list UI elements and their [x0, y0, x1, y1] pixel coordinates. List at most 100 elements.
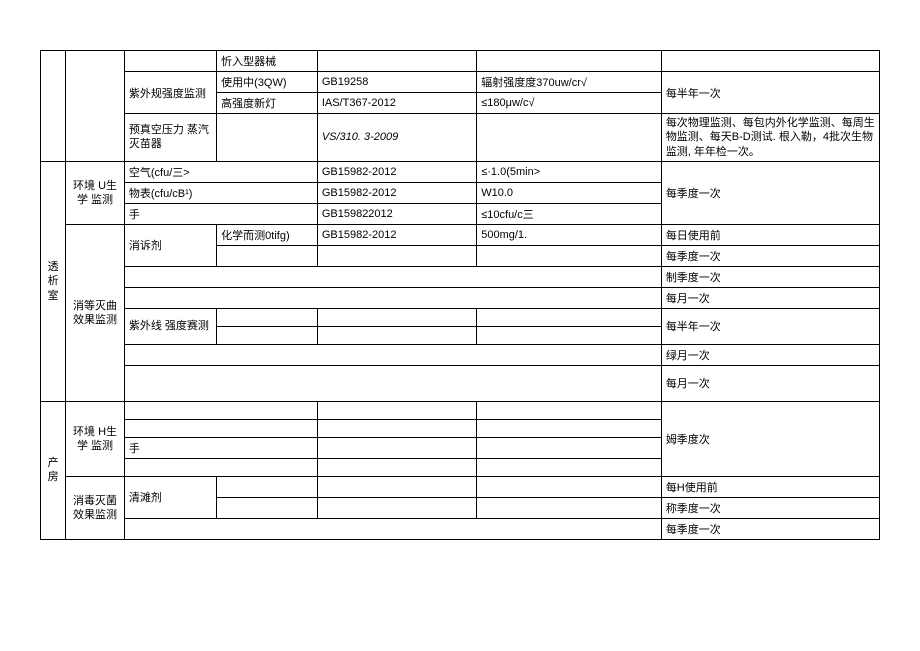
- cell: [124, 344, 661, 365]
- cell: [124, 401, 317, 419]
- cell: 称季度一次: [661, 497, 879, 518]
- cell: 忻入型器械: [217, 51, 318, 72]
- cell: [41, 51, 66, 162]
- cell: 消等灭曲 效果监测: [66, 224, 125, 401]
- cell: 预真空压力 蒸汽灭苗器: [124, 114, 216, 162]
- table-row: 预真空压力 蒸汽灭苗器 VS/310. 3-2009 每次物理监测、每包内外化学…: [41, 114, 880, 162]
- cell: [124, 287, 661, 308]
- cell: GB15982-2012: [317, 161, 476, 182]
- cell: 每日使用前: [661, 224, 879, 245]
- cell-section-dialysis: 透析室: [41, 161, 66, 401]
- cell: 清滩剂: [124, 476, 216, 518]
- table-row: 忻入型器械: [41, 51, 880, 72]
- cell: [124, 365, 661, 401]
- cell: [477, 308, 662, 326]
- cell: [317, 401, 476, 419]
- cell: 物表(cfu/cB¹): [124, 182, 317, 203]
- cell: [217, 497, 318, 518]
- cell: 每季度一次: [661, 161, 879, 224]
- cell: 姆季度次: [661, 401, 879, 476]
- cell: [477, 458, 662, 476]
- cell: [477, 114, 662, 162]
- cell: 每次物理监测、每包内外化学监测、每周生物监测、每天B-D测试. 根入勒，4批次生…: [661, 114, 879, 162]
- cell: 空气(cfu/三>: [124, 161, 317, 182]
- cell: [217, 476, 318, 497]
- cell: 每H使用前: [661, 476, 879, 497]
- cell: [217, 114, 318, 162]
- cell: 环境 H生学 监测: [66, 401, 125, 476]
- cell: [477, 476, 662, 497]
- cell: 绿月一次: [661, 344, 879, 365]
- cell: 每季度一次: [661, 518, 879, 539]
- table-row: 每季度一次: [41, 518, 880, 539]
- cell: 高强度新灯: [217, 93, 318, 114]
- cell: GB159822012: [317, 203, 476, 224]
- table-row: 紫外规强度监测 使用中(3QW) GB19258 辐射强度度370uw/cr√ …: [41, 72, 880, 93]
- table-row: 每月一次: [41, 365, 880, 401]
- table-row: 消等灭曲 效果监测 消诉剂 化学而测0tifg) GB15982-2012 50…: [41, 224, 880, 245]
- cell: 每半年一次: [661, 308, 879, 344]
- cell: [317, 51, 476, 72]
- table-row: 消毒灭菌 效果监测 清滩剂 每H使用前: [41, 476, 880, 497]
- cell: [124, 266, 661, 287]
- cell: [317, 437, 476, 458]
- table-row: 制季度一次: [41, 266, 880, 287]
- cell: [317, 497, 476, 518]
- cell: [477, 245, 662, 266]
- cell: [317, 326, 476, 344]
- cell: ≤10cfu/c三: [477, 203, 662, 224]
- table-row: 每月一次: [41, 287, 880, 308]
- cell: [477, 497, 662, 518]
- cell: 使用中(3QW): [217, 72, 318, 93]
- cell: [317, 419, 476, 437]
- cell: [217, 245, 318, 266]
- cell: [477, 419, 662, 437]
- cell: 环境 U生学 监测: [66, 161, 125, 224]
- monitoring-schedule-table: 忻入型器械 紫外规强度监测 使用中(3QW) GB19258 辐射强度度370u…: [40, 50, 880, 540]
- cell: ≤·1.0(5min>: [477, 161, 662, 182]
- cell: [124, 458, 317, 476]
- cell-text: VS/310. 3-2009: [322, 131, 398, 143]
- cell: 每月一次: [661, 287, 879, 308]
- cell: GB15982-2012: [317, 224, 476, 245]
- table-row: 透析室 环境 U生学 监测 空气(cfu/三> GB15982-2012 ≤·1…: [41, 161, 880, 182]
- cell: [317, 458, 476, 476]
- cell: 手: [124, 437, 317, 458]
- cell: VS/310. 3-2009: [317, 114, 476, 162]
- cell: [477, 51, 662, 72]
- cell: [477, 401, 662, 419]
- cell: 化学而测0tifg): [217, 224, 318, 245]
- cell: [477, 437, 662, 458]
- cell: 消诉剂: [124, 224, 216, 266]
- cell: IAS/T367-2012: [317, 93, 476, 114]
- cell: [124, 51, 216, 72]
- cell: W10.0: [477, 182, 662, 203]
- cell: [66, 51, 125, 162]
- cell: 每季度一次: [661, 245, 879, 266]
- cell: 紫外规强度监测: [124, 72, 216, 114]
- cell: [477, 326, 662, 344]
- cell: GB19258: [317, 72, 476, 93]
- cell: [317, 308, 476, 326]
- table-row: 紫外线 强度赛测 每半年一次: [41, 308, 880, 326]
- cell: [661, 51, 879, 72]
- cell: 手: [124, 203, 317, 224]
- cell: 辐射强度度370uw/cr√: [477, 72, 662, 93]
- cell: [124, 518, 661, 539]
- cell: [317, 476, 476, 497]
- cell-section-delivery: 产房: [41, 401, 66, 539]
- table-row: 绿月一次: [41, 344, 880, 365]
- cell: 500mg/1.: [477, 224, 662, 245]
- cell: ≤180μw/c√: [477, 93, 662, 114]
- cell: [317, 245, 476, 266]
- cell: 每月一次: [661, 365, 879, 401]
- cell: [217, 308, 318, 326]
- cell: 消毒灭菌 效果监测: [66, 476, 125, 539]
- table-row: 产房 环境 H生学 监测 姆季度次: [41, 401, 880, 419]
- cell: GB15982-2012: [317, 182, 476, 203]
- cell: [124, 419, 317, 437]
- cell: 制季度一次: [661, 266, 879, 287]
- cell: [217, 326, 318, 344]
- cell: 每半年一次: [661, 72, 879, 114]
- cell: 紫外线 强度赛测: [124, 308, 216, 344]
